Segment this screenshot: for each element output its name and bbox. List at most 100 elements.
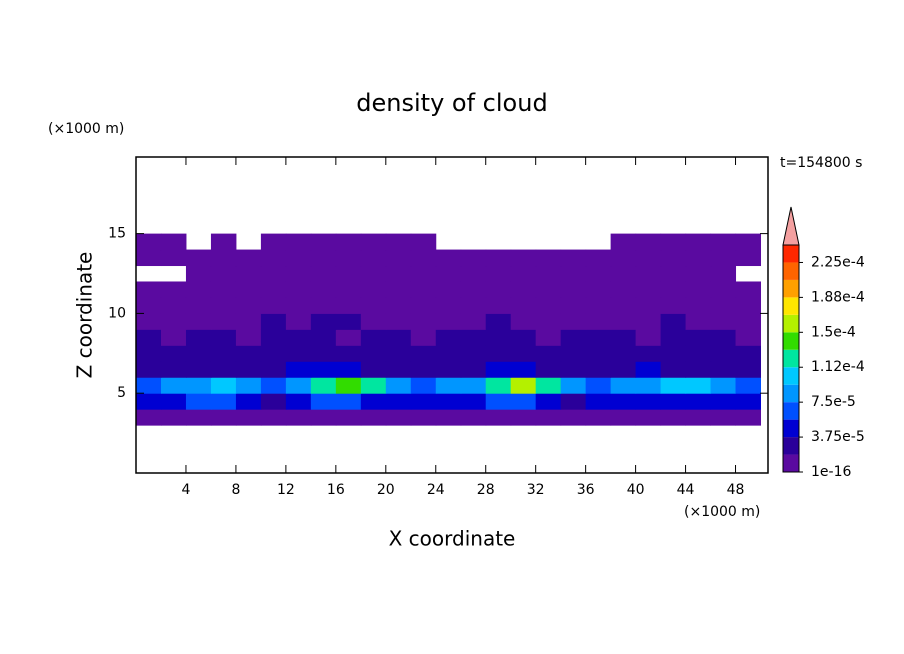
contour-cell <box>685 393 712 410</box>
contour-cell <box>610 393 637 410</box>
contour-cell <box>660 313 687 330</box>
contour-cell <box>160 345 187 362</box>
contour-cell <box>635 361 662 378</box>
contour-cell <box>385 329 412 346</box>
contour-cell <box>660 345 687 362</box>
colorbar-band <box>783 367 799 385</box>
contour-cell <box>235 361 262 378</box>
x-tick-label: 8 <box>231 482 240 498</box>
contour-cell <box>485 313 512 330</box>
x-tick-label: 4 <box>181 482 190 498</box>
x-unit: (×1000 m) <box>684 504 760 520</box>
contour-cell <box>435 249 462 267</box>
contour-cell <box>385 345 412 362</box>
contour-cell <box>385 361 412 378</box>
contour-cell <box>735 297 762 314</box>
contour-cell <box>435 361 462 378</box>
contour-cell <box>235 409 262 426</box>
contour-cell <box>136 409 162 426</box>
contour-cell <box>585 281 612 298</box>
contour-cell <box>460 297 487 314</box>
contour-cell <box>460 393 487 410</box>
contour-cell <box>160 393 187 410</box>
contour-cell <box>360 281 387 298</box>
contour-cell <box>585 345 612 362</box>
contour-cell <box>185 361 212 378</box>
contour-cell <box>485 297 512 314</box>
contour-cell <box>635 345 662 362</box>
contour-cell <box>410 377 437 394</box>
colorbar-tick-label: 3.75e-5 <box>811 429 865 445</box>
contour-cell <box>160 361 187 378</box>
contour-cell <box>660 329 687 346</box>
contour-cell <box>685 249 712 267</box>
colorbar-frame <box>782 244 800 473</box>
contour-cell <box>735 329 762 346</box>
contour-cell <box>160 329 187 346</box>
contour-cell <box>585 393 612 410</box>
contour-cell <box>510 281 537 298</box>
contour-cell <box>235 297 262 314</box>
contour-cell <box>635 313 662 330</box>
contour-cell <box>685 409 712 426</box>
x-tick-label: 40 <box>627 482 645 498</box>
contour-cell <box>160 297 187 314</box>
contour-cell <box>185 297 212 314</box>
field <box>136 233 762 426</box>
contour-cell <box>335 329 362 346</box>
contour-cell <box>710 409 737 426</box>
contour-cell <box>310 249 337 267</box>
y-tick-label: 15 <box>108 226 126 242</box>
contour-cell <box>560 281 587 298</box>
colorbar-tick-label: 1.88e-4 <box>811 289 865 305</box>
contour-cell <box>410 409 437 426</box>
contour-cell <box>460 281 487 298</box>
contour-cell <box>535 409 562 426</box>
x-tick-label: 48 <box>727 482 745 498</box>
contour-cell <box>510 409 537 426</box>
contour-cell <box>710 265 737 282</box>
colorbar-band <box>783 402 799 420</box>
contour-cell <box>660 281 687 298</box>
contour-cell <box>235 313 262 330</box>
contour-cell <box>160 313 187 330</box>
colorbar-tick-label: 7.5e-5 <box>811 394 856 410</box>
contour-cell <box>260 377 287 394</box>
contour-cell <box>385 281 412 298</box>
contour-cell <box>560 409 587 426</box>
contour-cell <box>560 345 587 362</box>
contour-cell <box>635 281 662 298</box>
contour-cell <box>535 361 562 378</box>
contour-cell <box>185 329 212 346</box>
y-axis-title: Z coordinate <box>73 252 97 379</box>
contour-cell <box>535 329 562 346</box>
colorbar-tick-label: 1e-16 <box>811 464 851 480</box>
contour-cell <box>460 377 487 394</box>
contour-cell <box>410 265 437 282</box>
contour-cell <box>710 377 737 394</box>
contour-cell <box>285 281 312 298</box>
contour-cell <box>560 393 587 410</box>
contour-cell <box>560 249 587 267</box>
contour-cell <box>585 249 612 267</box>
contour-cell <box>560 313 587 330</box>
contour-cell <box>260 361 287 378</box>
contour-cell <box>335 361 362 378</box>
contour-cell <box>435 313 462 330</box>
contour-cell <box>610 297 637 314</box>
contour-cell <box>485 345 512 362</box>
contour-cell <box>360 265 387 282</box>
contour-cell <box>285 377 312 394</box>
contour-cell <box>510 313 537 330</box>
contour-cell <box>435 377 462 394</box>
contour-cell <box>535 249 562 267</box>
contour-cell <box>210 329 237 346</box>
contour-cell <box>136 313 162 330</box>
contour-cell <box>185 249 212 267</box>
x-axis-title: X coordinate <box>389 527 516 551</box>
colorbar-tick-label: 1.5e-4 <box>811 324 856 340</box>
contour-cell <box>510 345 537 362</box>
contour-cell <box>635 393 662 410</box>
contour-cell <box>235 345 262 362</box>
